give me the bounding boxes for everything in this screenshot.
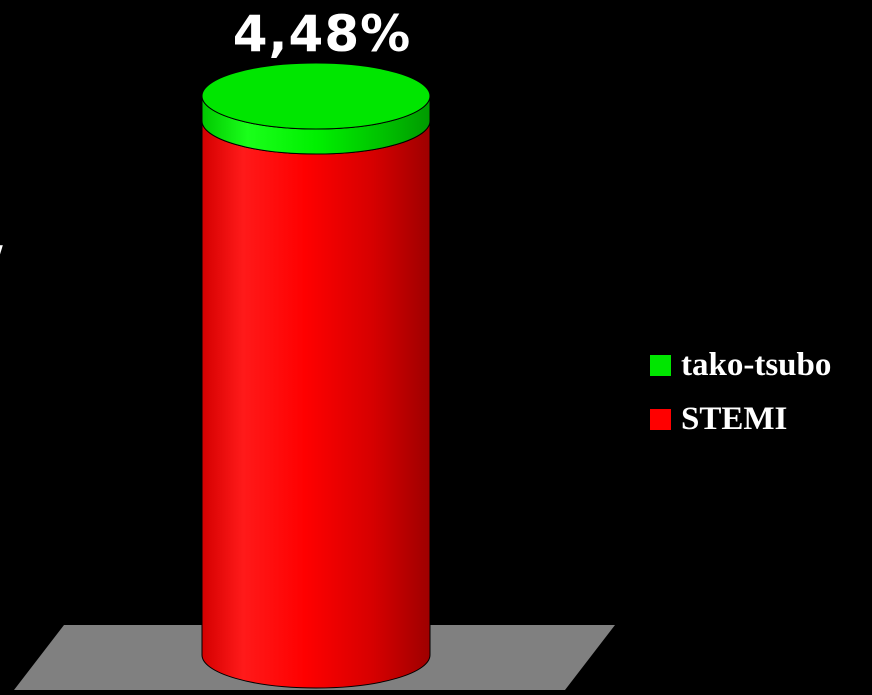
legend-item-stemi: STEMI: [650, 392, 831, 446]
cylinder-top-tako-tsubo: [201, 62, 431, 130]
legend-item-tako-tsubo: tako-tsubo: [650, 338, 831, 392]
chart-legend: tako-tsubo STEMI: [650, 338, 831, 446]
legend-swatch-stemi: [650, 408, 671, 430]
legend-label-stemi: STEMI: [681, 401, 788, 437]
cropped-axis-text: /: [0, 238, 3, 288]
cylinder-segment-stemi: [201, 121, 431, 689]
data-label-tako-tsubo: 4,48%: [232, 5, 412, 63]
legend-label-tako-tsubo: tako-tsubo: [681, 347, 832, 383]
legend-swatch-tako-tsubo: [650, 354, 671, 376]
